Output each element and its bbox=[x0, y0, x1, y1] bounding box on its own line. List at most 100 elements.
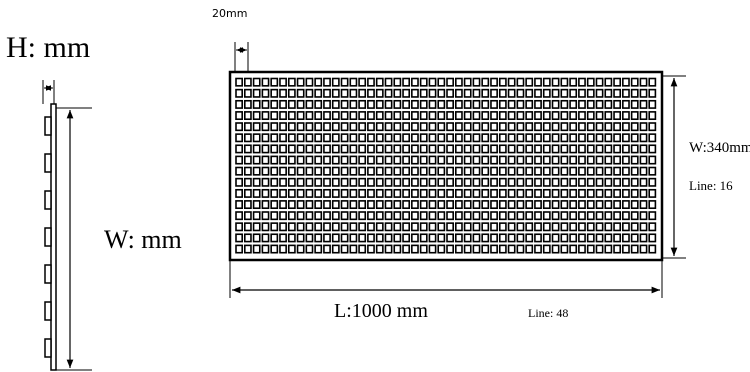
grid-cell bbox=[578, 144, 586, 154]
grid-cell bbox=[551, 177, 560, 187]
side-view: H: mm W: mm bbox=[6, 31, 182, 371]
grid-cell bbox=[507, 233, 516, 243]
grid-cell bbox=[560, 144, 569, 154]
profile-tab bbox=[44, 338, 52, 358]
grid-cell bbox=[314, 200, 323, 210]
grid-cell bbox=[314, 111, 323, 121]
grid-cell bbox=[296, 144, 305, 154]
grid-cell bbox=[358, 200, 367, 210]
grid-cell bbox=[648, 200, 657, 210]
grid-cell bbox=[639, 155, 648, 165]
grid-cell bbox=[349, 211, 358, 221]
grid-cell bbox=[595, 244, 604, 254]
grid-cell bbox=[375, 155, 384, 165]
grid-cell bbox=[252, 177, 261, 187]
grid-cell bbox=[235, 200, 243, 210]
grid-cell bbox=[525, 122, 534, 132]
grid-cell bbox=[578, 222, 586, 232]
grid-cell bbox=[437, 99, 446, 109]
grid-cell bbox=[305, 122, 314, 132]
grid-cell bbox=[340, 244, 349, 254]
grid-cell bbox=[305, 188, 314, 198]
grid-cell bbox=[261, 222, 270, 232]
grid-cell bbox=[358, 144, 367, 154]
grid-cell bbox=[534, 222, 542, 232]
grid-cell bbox=[367, 244, 375, 254]
grid-cell bbox=[560, 188, 569, 198]
grid-cell bbox=[507, 111, 516, 121]
grid-cell bbox=[604, 144, 613, 154]
grid-cell bbox=[516, 144, 525, 154]
grid-cell bbox=[419, 222, 428, 232]
grid-cell bbox=[613, 99, 622, 109]
grid-cell bbox=[472, 155, 481, 165]
grid-cell bbox=[270, 111, 279, 121]
grid-cell bbox=[287, 144, 296, 154]
grid-cell bbox=[305, 177, 314, 187]
grid-cell bbox=[261, 122, 270, 132]
grid-cell bbox=[639, 188, 648, 198]
grid-cell bbox=[604, 200, 613, 210]
grid-cell bbox=[428, 211, 437, 221]
grid-cell bbox=[481, 133, 490, 143]
grid-cell bbox=[542, 133, 551, 143]
grid-cell bbox=[279, 244, 287, 254]
grid-cell bbox=[243, 88, 252, 98]
grid-cell bbox=[542, 211, 551, 221]
grid-cell bbox=[534, 133, 542, 143]
grid-cell bbox=[314, 166, 323, 176]
grid-cell bbox=[437, 133, 446, 143]
grid-cell bbox=[622, 88, 630, 98]
grid-cell bbox=[252, 233, 261, 243]
grid-cell bbox=[578, 200, 586, 210]
grid-cell bbox=[323, 244, 331, 254]
grid-cell bbox=[551, 77, 560, 87]
grid-cell bbox=[411, 133, 419, 143]
grid-cell bbox=[525, 177, 534, 187]
grid-cell bbox=[622, 244, 630, 254]
grid-cell bbox=[261, 144, 270, 154]
grid-cell bbox=[287, 222, 296, 232]
grid-cell bbox=[569, 88, 578, 98]
grid-cell bbox=[560, 111, 569, 121]
grid-cell bbox=[402, 177, 411, 187]
grid-cell bbox=[340, 111, 349, 121]
grid-cell bbox=[472, 99, 481, 109]
grid-cell bbox=[472, 177, 481, 187]
grid-cell bbox=[305, 211, 314, 221]
grid-cell bbox=[252, 244, 261, 254]
grid-cell bbox=[384, 177, 393, 187]
grid-cell bbox=[402, 88, 411, 98]
grid-cell bbox=[595, 111, 604, 121]
grid-cell bbox=[507, 200, 516, 210]
grid-cell bbox=[331, 166, 340, 176]
grid-cell bbox=[595, 233, 604, 243]
grid-cell bbox=[622, 177, 630, 187]
grid-cell bbox=[586, 166, 595, 176]
grid-cell bbox=[507, 166, 516, 176]
grid-cell bbox=[402, 188, 411, 198]
grid-cell bbox=[507, 133, 516, 143]
grid-cell bbox=[604, 188, 613, 198]
grid-cell bbox=[595, 222, 604, 232]
grid-cell bbox=[586, 188, 595, 198]
profile-tab bbox=[44, 227, 52, 247]
grid-cell bbox=[287, 211, 296, 221]
grid-cell bbox=[542, 77, 551, 87]
grid-cell bbox=[481, 188, 490, 198]
grid-cell bbox=[402, 122, 411, 132]
grid-cell bbox=[578, 233, 586, 243]
grid-cell bbox=[490, 177, 498, 187]
grid-cell bbox=[595, 88, 604, 98]
grid-cell bbox=[604, 211, 613, 221]
grid-cell bbox=[569, 99, 578, 109]
grid-cell bbox=[481, 200, 490, 210]
grid-cell bbox=[578, 177, 586, 187]
grid-cell bbox=[323, 144, 331, 154]
grid-cell bbox=[235, 88, 243, 98]
grid-cell bbox=[411, 233, 419, 243]
grid-cell bbox=[578, 88, 586, 98]
grid-cell bbox=[384, 122, 393, 132]
grid-cell bbox=[446, 88, 454, 98]
grid-cell bbox=[569, 233, 578, 243]
